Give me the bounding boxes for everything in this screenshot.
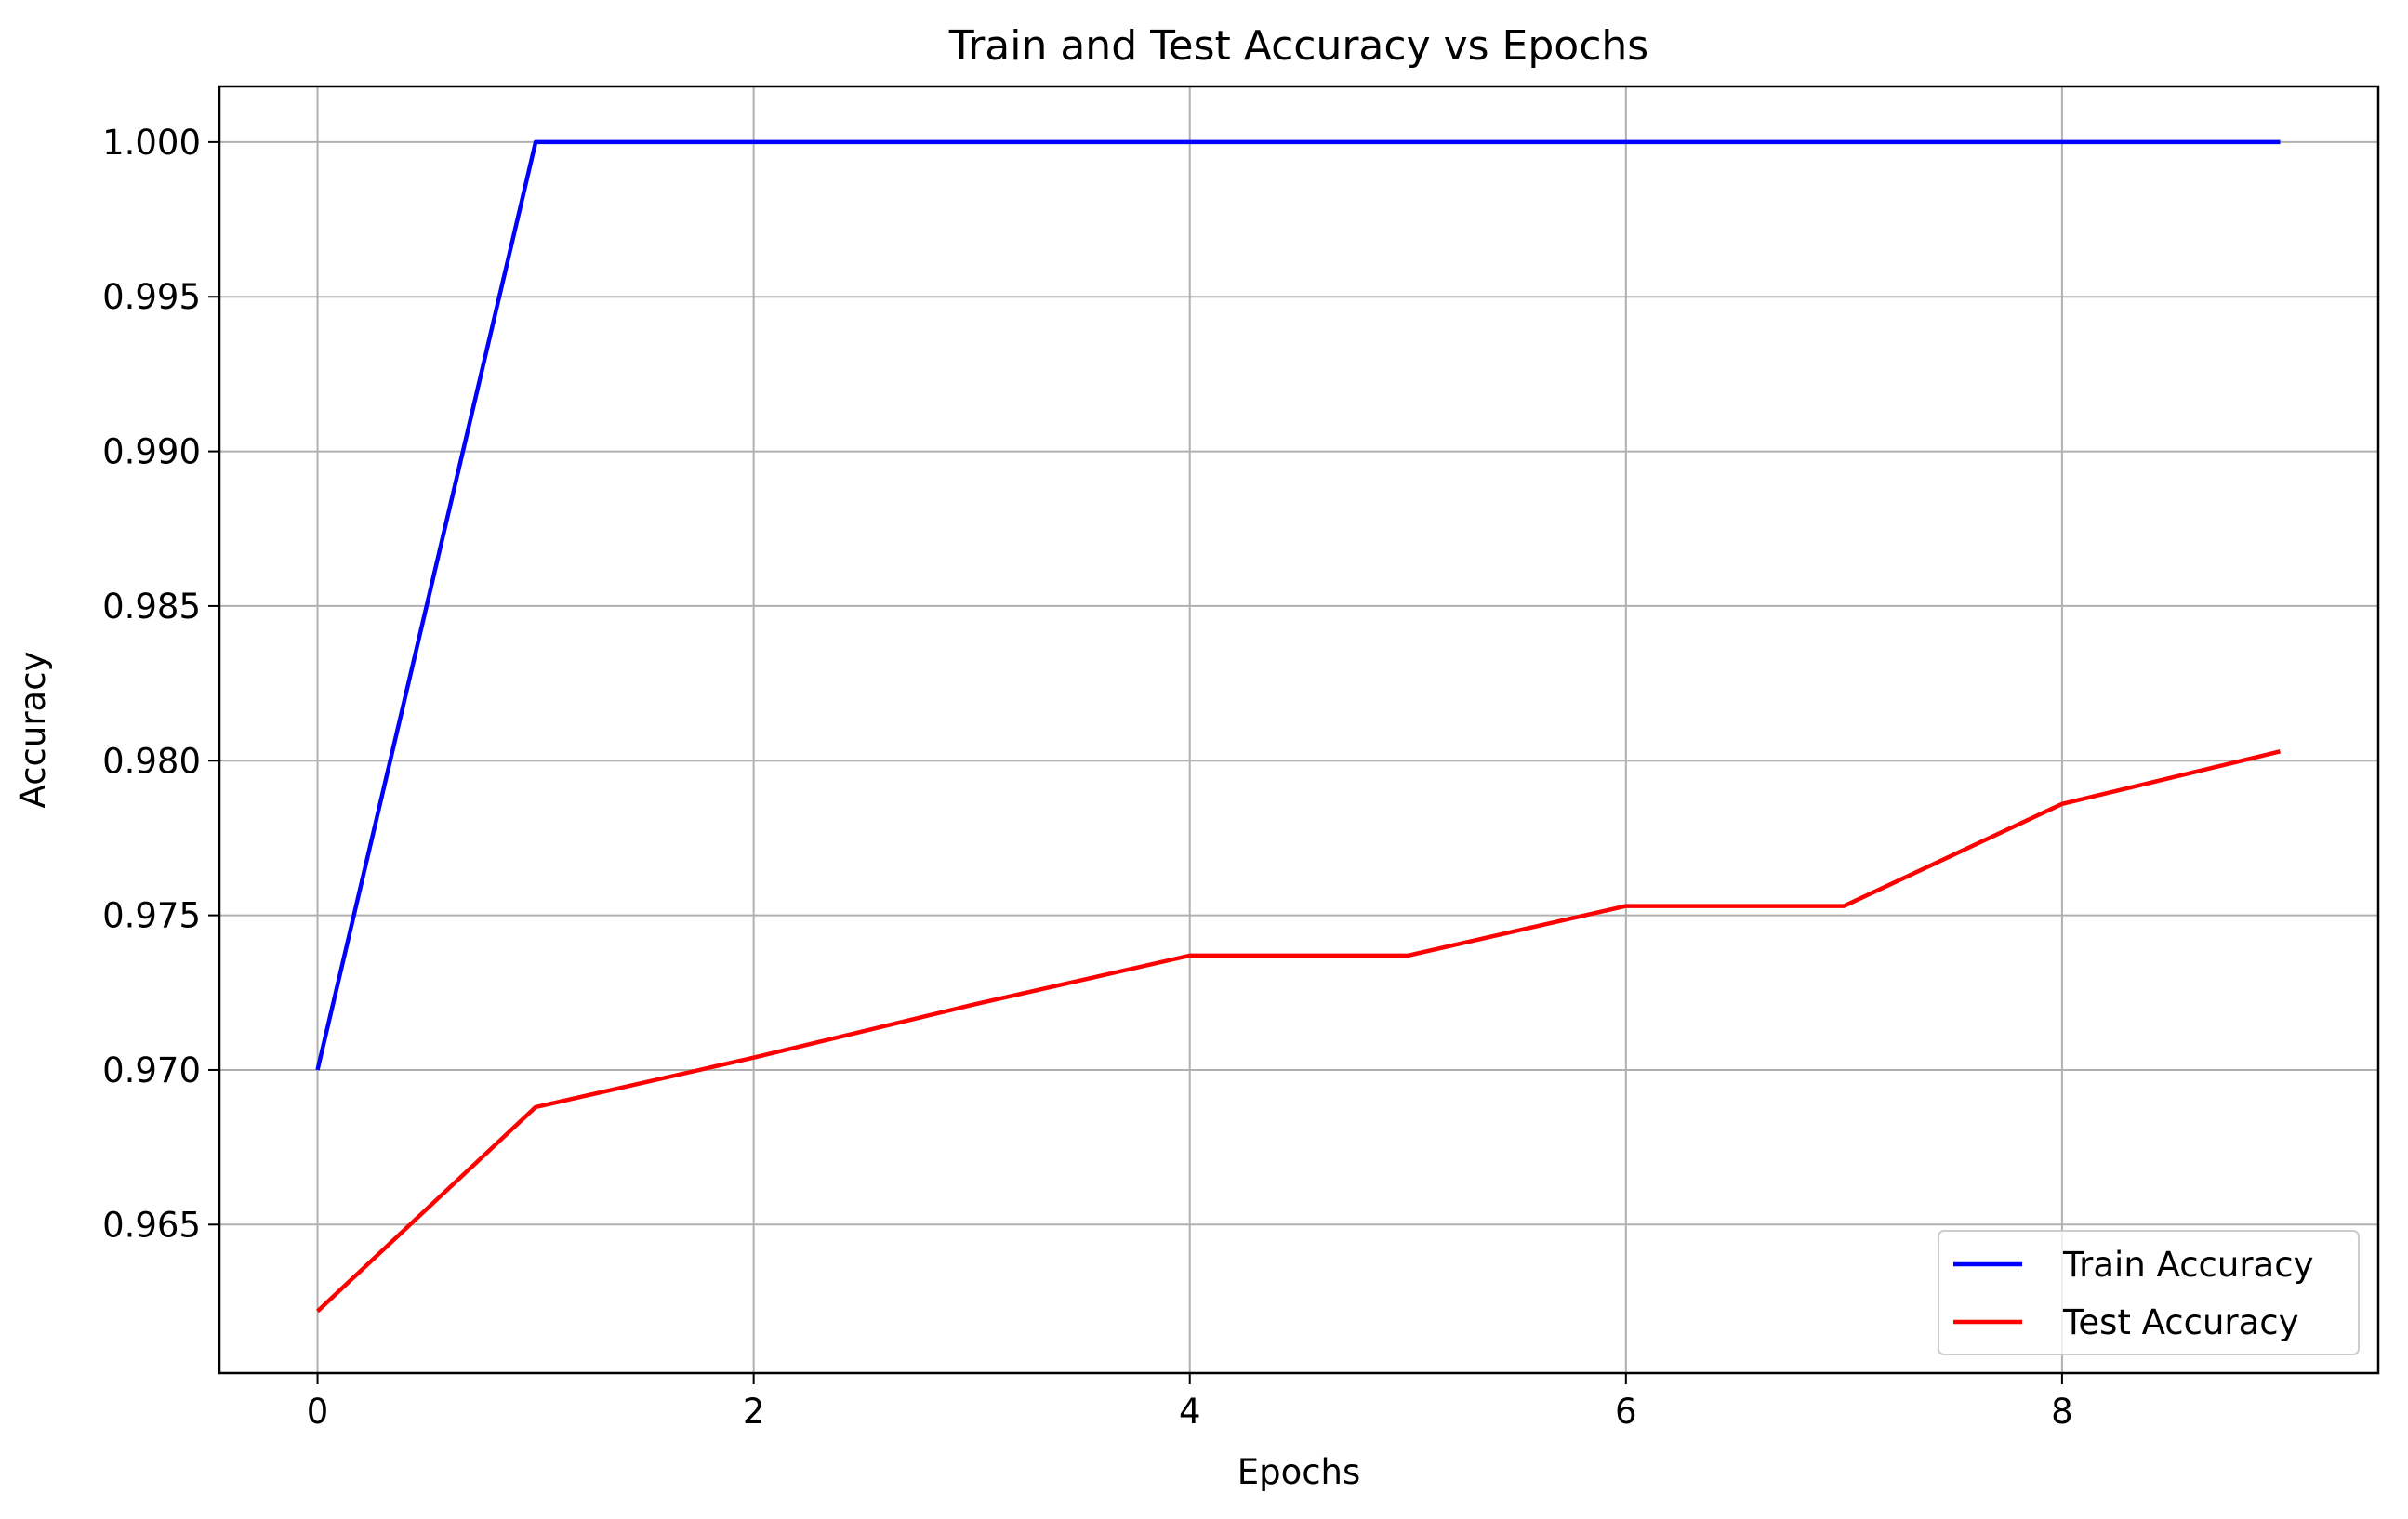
ticks: 0 2 4 6 8 0.965 0.970 0.975 0.980 0.985 0.990 0.995… xyxy=(102,123,2073,1432)
x-tick-label: 0 xyxy=(307,1392,329,1432)
chart-title: Train and Test Accuracy vs Epochs xyxy=(948,22,1648,70)
y-tick-label: 0.990 xyxy=(102,432,201,472)
series-layer xyxy=(315,139,2282,1314)
y-tick-label: 0.995 xyxy=(102,277,201,317)
x-tick-label: 4 xyxy=(1179,1392,1201,1432)
y-tick-label: 0.980 xyxy=(102,741,201,781)
plot-frame xyxy=(218,85,2380,1375)
y-axis-label: Accuracy xyxy=(13,652,53,809)
grid xyxy=(219,86,2378,1373)
y-tick-label: 0.985 xyxy=(102,587,201,627)
y-tick-label: 1.000 xyxy=(102,123,201,163)
legend-label: Test Accuracy xyxy=(2062,1302,2299,1342)
x-tick-label: 2 xyxy=(743,1392,765,1432)
y-tick-label: 0.970 xyxy=(102,1050,201,1090)
legend-box xyxy=(1938,1230,2360,1355)
y-tick-label: 0.975 xyxy=(102,896,201,936)
series-line-train-accuracy xyxy=(315,139,2281,1071)
series-line-test-accuracy xyxy=(315,749,2282,1314)
x-tick-label: 6 xyxy=(1615,1392,1637,1432)
x-tick-label: 8 xyxy=(2051,1392,2073,1432)
legend: Train Accuracy Test Accuracy xyxy=(1938,1230,2360,1355)
y-tick-label: 0.965 xyxy=(102,1205,201,1245)
legend-label: Train Accuracy xyxy=(2062,1245,2313,1285)
x-axis-label: Epochs xyxy=(1237,1452,1361,1492)
